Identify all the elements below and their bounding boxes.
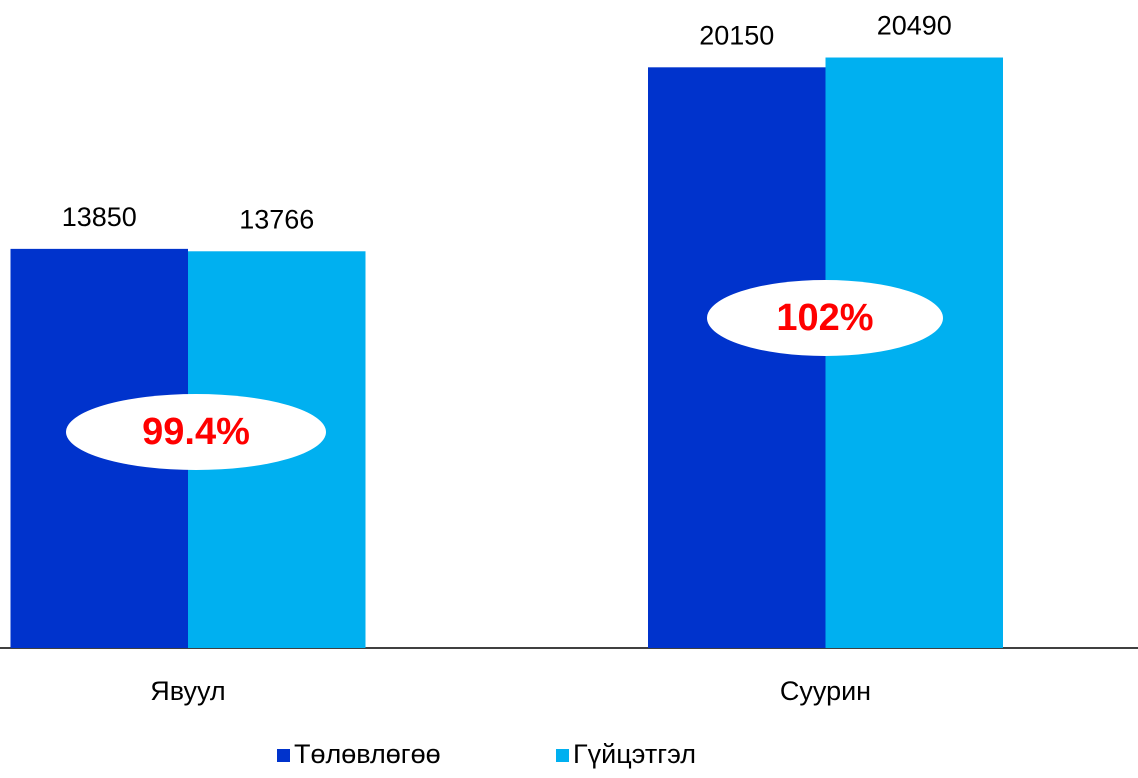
legend-label: Төлөвлөгөө: [294, 739, 441, 769]
legend-label: Гүйцэтгэл: [573, 739, 696, 769]
data-label: 20490: [877, 11, 952, 41]
bar: [648, 67, 826, 648]
annotation-bubble: [707, 280, 943, 356]
annotation-bubble: [66, 394, 326, 470]
legend-swatch: [556, 749, 569, 762]
x-tick-label: Явуул: [150, 676, 225, 706]
data-label: 13766: [239, 204, 314, 234]
x-tick-label: Суурин: [780, 676, 871, 706]
annotation: 102%: [776, 297, 873, 339]
annotation: 99.4%: [142, 411, 250, 453]
data-label: 20150: [699, 20, 774, 50]
data-label: 13850: [62, 202, 137, 232]
legend-swatch: [277, 749, 290, 762]
